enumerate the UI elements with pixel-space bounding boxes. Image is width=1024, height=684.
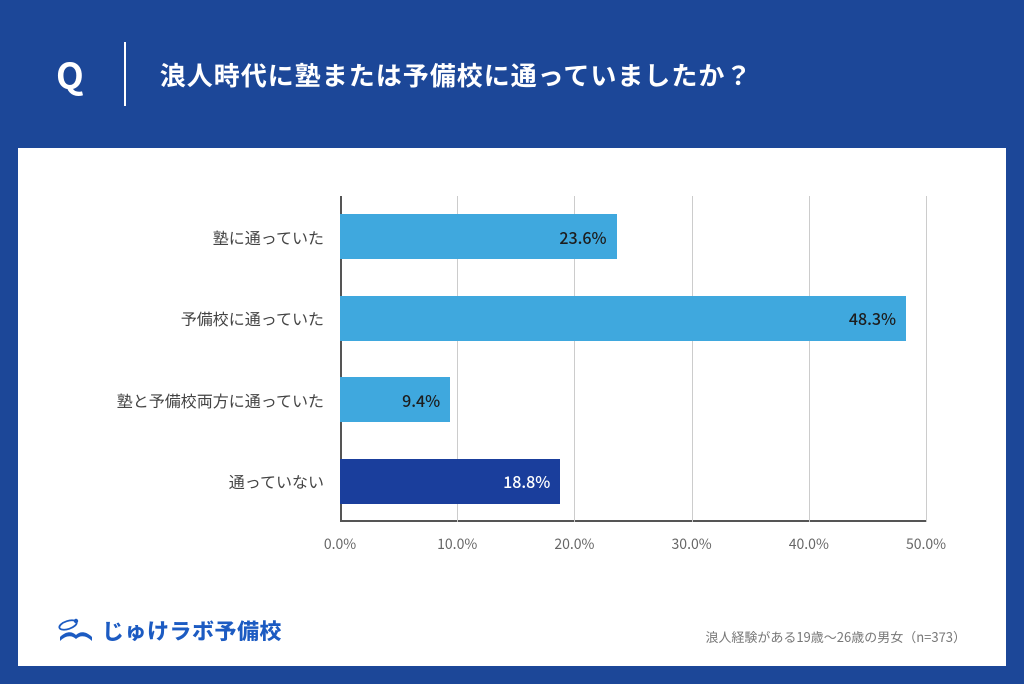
category-label: 塾に通っていた bbox=[60, 214, 340, 259]
plot-area: 0.0%10.0%20.0%30.0%40.0%50.0%23.6%塾に通ってい… bbox=[340, 196, 926, 522]
category-label: 通っていない bbox=[60, 459, 340, 504]
x-tick-label: 0.0% bbox=[324, 534, 356, 554]
x-tick-label: 50.0% bbox=[906, 534, 946, 554]
x-tick-label: 20.0% bbox=[554, 534, 594, 554]
brand-logo: じゅけラボ予備校 bbox=[58, 614, 282, 646]
sample-note: 浪人経験がある19歳～26歳の男女（n=373） bbox=[705, 627, 966, 646]
grid-line bbox=[692, 196, 693, 522]
bar: 23.6% bbox=[340, 214, 617, 259]
book-icon bbox=[58, 615, 94, 645]
panel-footer: じゅけラボ予備校 浪人経験がある19歳～26歳の男女（n=373） bbox=[58, 602, 966, 646]
chart-panel: 0.0% 10.0% 20.0% 30.0% 40.0% 50.0% 23.6%塾に通ってい… bbox=[18, 148, 1006, 666]
x-tick-label: 10.0% bbox=[437, 534, 477, 554]
x-axis bbox=[340, 520, 926, 522]
page-root: Q 浪人時代に塾または予備校に通っていましたか？ 0.0% 10.0% 20.0% 3… bbox=[0, 0, 1024, 684]
grid-line bbox=[926, 196, 927, 522]
question-header: Q 浪人時代に塾または予備校に通っていましたか？ bbox=[0, 0, 1024, 148]
bar: 9.4% bbox=[340, 377, 450, 422]
category-label: 塾と予備校両方に通っていた bbox=[60, 377, 340, 422]
category-label: 予備校に通っていた bbox=[60, 296, 340, 341]
bar-chart: 0.0% 10.0% 20.0% 30.0% 40.0% 50.0% 23.6%塾に通ってい… bbox=[58, 176, 966, 602]
x-tick-label: 30.0% bbox=[672, 534, 712, 554]
q-badge: Q bbox=[56, 48, 124, 100]
grid-line bbox=[809, 196, 810, 522]
x-tick-label: 40.0% bbox=[789, 534, 829, 554]
logo-text: じゅけラボ予備校 bbox=[102, 614, 282, 646]
bar: 18.8% bbox=[340, 459, 560, 504]
bar: 48.3% bbox=[340, 296, 906, 341]
question-title: 浪人時代に塾または予備校に通っていましたか？ bbox=[126, 56, 753, 93]
